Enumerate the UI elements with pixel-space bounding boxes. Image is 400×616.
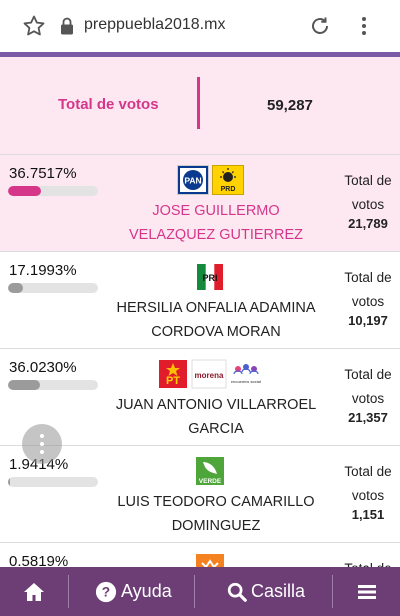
svg-text:?: ? — [102, 584, 110, 599]
progress-fill — [8, 380, 41, 390]
candidate-name-line1: LUIS TEODORO CAMARILLO — [117, 494, 315, 510]
candidate-percentage: 36.0230% — [9, 359, 77, 376]
party-logo-encuentro-social: encuentro social — [230, 359, 262, 389]
votes-label-line1: Total de — [344, 367, 392, 382]
address-bar-url[interactable]: preppuebla2018.mx — [84, 16, 226, 33]
votes-label-line1: Total de — [344, 464, 392, 479]
candidate-name: JUAN ANTONIO VILLARROEL GARCIA — [105, 393, 327, 441]
candidate-name: LUIS TEODORO CAMARILLO DOMINGUEZ — [105, 490, 327, 538]
party-logo-prd-text: PRD — [220, 186, 235, 193]
candidate-row[interactable]: 17.1993% PRI HERSILIA ONFALIA ADAMINA CO… — [0, 251, 400, 348]
votes-count: 21,789 — [348, 216, 388, 231]
fab-dot — [40, 434, 44, 438]
search-icon — [227, 582, 247, 602]
nav-separator — [332, 575, 333, 608]
candidate-row[interactable]: 36.7517% PAN PRD JOSE GUILLERMO VELAZQUE… — [0, 154, 400, 251]
total-votes-banner: Total de votos 59,287 — [0, 57, 400, 154]
help-label: Ayuda — [121, 581, 172, 601]
party-logos: PAN PRD — [120, 165, 300, 197]
votes-count: 1,151 — [351, 507, 385, 522]
progress-track — [8, 186, 98, 196]
progress-fill — [8, 477, 11, 487]
reload-icon[interactable] — [308, 14, 332, 38]
menu-button[interactable] — [357, 567, 377, 616]
total-divider — [197, 77, 200, 129]
candidate-name-line2: CORDOVA MORAN — [151, 324, 281, 340]
party-logo-morena: morena — [191, 359, 227, 389]
browser-toolbar: preppuebla2018.mx — [0, 0, 400, 52]
candidate-name-line2: GARCIA — [188, 421, 244, 437]
fab-dot — [40, 450, 44, 454]
home-icon — [24, 582, 44, 601]
candidate-row[interactable]: 0.5819% Total de — [0, 542, 400, 567]
bottom-navigation: ? Ayuda Casilla — [0, 567, 400, 616]
candidate-row[interactable]: 1.9414% VERDE LUIS TEODORO CAMARILLO DOM… — [0, 445, 400, 542]
votes-label-line1: Total de — [344, 173, 392, 188]
casilla-label: Casilla — [251, 581, 306, 601]
party-logo-pan: PAN — [176, 165, 209, 195]
progress-track — [8, 477, 98, 487]
votes-count: 21,357 — [348, 410, 388, 425]
votes-count: 10,197 — [348, 313, 388, 328]
party-logos: PT morena encuentro social — [120, 359, 300, 391]
progress-track — [8, 283, 98, 293]
party-logo-verde-text: VERDE — [199, 478, 222, 485]
votes-label-line2: votos — [351, 391, 385, 406]
candidate-name-line2: VELAZQUEZ GUTIERREZ — [128, 227, 304, 243]
party-logo-pt: PT — [158, 359, 188, 389]
candidate-percentage: 17.1993% — [9, 262, 77, 279]
progress-fill — [8, 283, 24, 293]
party-logo-pri-text: PRI — [202, 273, 217, 283]
total-votes-label: Total de votos — [58, 96, 159, 113]
nav-separator — [194, 575, 195, 608]
votes-label-line2: votos — [351, 294, 385, 309]
party-logo-mc — [194, 553, 226, 567]
candidate-name-line1: JOSE GUILLERMO — [152, 203, 280, 219]
star-icon[interactable] — [22, 14, 46, 38]
fab-dot — [40, 442, 44, 446]
candidate-name: JOSE GUILLERMO VELAZQUEZ GUTIERREZ — [105, 199, 327, 247]
party-logo-prd: PRD — [211, 165, 244, 195]
help-button[interactable]: ? Ayuda — [95, 567, 172, 616]
party-logo-morena-text: morena — [195, 371, 224, 380]
party-logos: PRI — [120, 262, 300, 294]
floating-options-button[interactable] — [22, 424, 62, 464]
votes-label-line2: votos — [351, 197, 385, 212]
candidate-name: HERSILIA ONFALIA ADAMINA CORDOVA MORAN — [105, 296, 327, 344]
kebab-menu-icon[interactable] — [358, 14, 370, 38]
candidate-percentage: 0.5819% — [9, 553, 69, 567]
candidate-percentage: 36.7517% — [9, 165, 77, 182]
progress-track — [8, 380, 98, 390]
votes-label: Total de — [338, 557, 398, 567]
votes-label: Total de votos — [338, 460, 398, 508]
votes-label-line1: Total de — [344, 270, 392, 285]
candidate-name-line2: DOMINGUEZ — [171, 518, 261, 534]
votes-label: Total de votos — [338, 363, 398, 411]
candidate-row[interactable]: 36.0230% PT morena encuentro social JUAN… — [0, 348, 400, 445]
progress-fill — [8, 186, 42, 196]
casilla-button[interactable]: Casilla — [226, 567, 305, 616]
votes-label: Total de votos — [338, 266, 398, 314]
home-button[interactable] — [22, 567, 46, 616]
lock-icon — [61, 17, 73, 35]
party-logos — [120, 553, 300, 567]
party-logos: VERDE — [120, 456, 300, 488]
candidate-name-line1: JUAN ANTONIO VILLARROEL — [115, 397, 317, 413]
party-logo-pt-text: PT — [166, 375, 180, 387]
hamburger-menu-icon — [358, 584, 376, 599]
votes-label-line2: votos — [351, 488, 385, 503]
help-icon: ? — [95, 581, 117, 602]
party-logo-es-text: encuentro social — [231, 380, 261, 384]
votes-label-line1: Total de — [338, 557, 398, 567]
party-logo-verde: VERDE — [194, 456, 226, 486]
party-logo-pan-text: PAN — [184, 176, 201, 186]
nav-separator — [68, 575, 69, 608]
total-votes-value: 59,287 — [267, 97, 313, 114]
votes-label: Total de votos — [338, 169, 398, 217]
party-logo-pri: PRI — [194, 262, 226, 292]
candidate-name-line1: HERSILIA ONFALIA ADAMINA — [116, 300, 316, 316]
header-divider — [0, 52, 400, 57]
